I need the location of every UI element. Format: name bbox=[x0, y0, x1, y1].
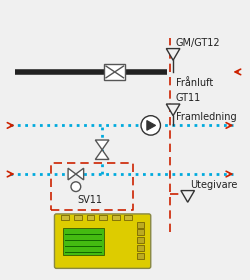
Bar bbox=[137, 253, 144, 259]
Bar bbox=[112, 215, 120, 220]
Bar bbox=[61, 215, 69, 220]
Bar bbox=[137, 245, 144, 251]
Polygon shape bbox=[95, 150, 109, 159]
Bar bbox=[137, 230, 144, 235]
Bar bbox=[99, 215, 107, 220]
Text: GT11: GT11 bbox=[175, 93, 200, 103]
Bar bbox=[86, 215, 94, 220]
Text: GM/GT12: GM/GT12 bbox=[175, 38, 220, 48]
Bar bbox=[104, 64, 126, 80]
Circle shape bbox=[141, 116, 161, 135]
Text: SV11: SV11 bbox=[78, 195, 103, 206]
Bar bbox=[124, 215, 132, 220]
Polygon shape bbox=[95, 140, 109, 150]
Text: Framledning: Framledning bbox=[176, 111, 237, 122]
Bar bbox=[63, 228, 104, 255]
FancyBboxPatch shape bbox=[54, 214, 151, 268]
Bar bbox=[137, 237, 144, 243]
Text: Utegivare: Utegivare bbox=[190, 179, 237, 190]
Polygon shape bbox=[76, 168, 84, 180]
Bar bbox=[137, 222, 144, 228]
Circle shape bbox=[71, 182, 81, 192]
Polygon shape bbox=[147, 121, 156, 130]
Polygon shape bbox=[181, 191, 194, 202]
Polygon shape bbox=[166, 104, 180, 116]
Polygon shape bbox=[166, 49, 180, 60]
Text: Frånluft: Frånluft bbox=[176, 78, 213, 88]
Polygon shape bbox=[68, 168, 76, 180]
Bar bbox=[74, 215, 82, 220]
